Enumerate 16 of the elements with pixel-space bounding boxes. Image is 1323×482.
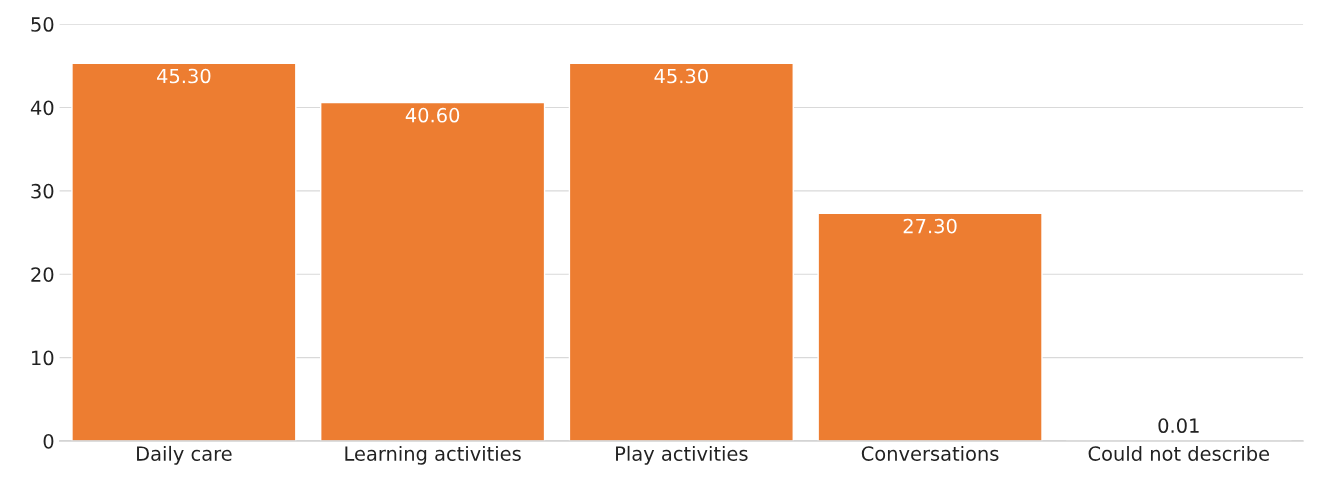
- y-tick-label: 40: [30, 100, 54, 116]
- x-tick-label: Could not describe: [1088, 445, 1270, 461]
- data-label: 45.30: [654, 68, 708, 84]
- data-label: 40.60: [405, 107, 460, 123]
- x-tick-label: Learning activities: [345, 445, 521, 465]
- x-tick-label: Conversations: [861, 445, 999, 461]
- y-tick-label: 30: [31, 183, 54, 199]
- data-label: 27.30: [903, 218, 957, 234]
- y-tick-label: 50: [31, 17, 54, 32]
- y-tick-label: 20: [31, 267, 54, 282]
- y-tick-label: 0: [43, 433, 54, 449]
- data-label: 45.30: [157, 68, 211, 84]
- x-tick-label: Play activities: [616, 445, 748, 465]
- x-tick-label: Daily care: [137, 445, 232, 465]
- data-label: 0.01: [1158, 418, 1199, 434]
- y-tick-label: 10: [32, 350, 54, 366]
